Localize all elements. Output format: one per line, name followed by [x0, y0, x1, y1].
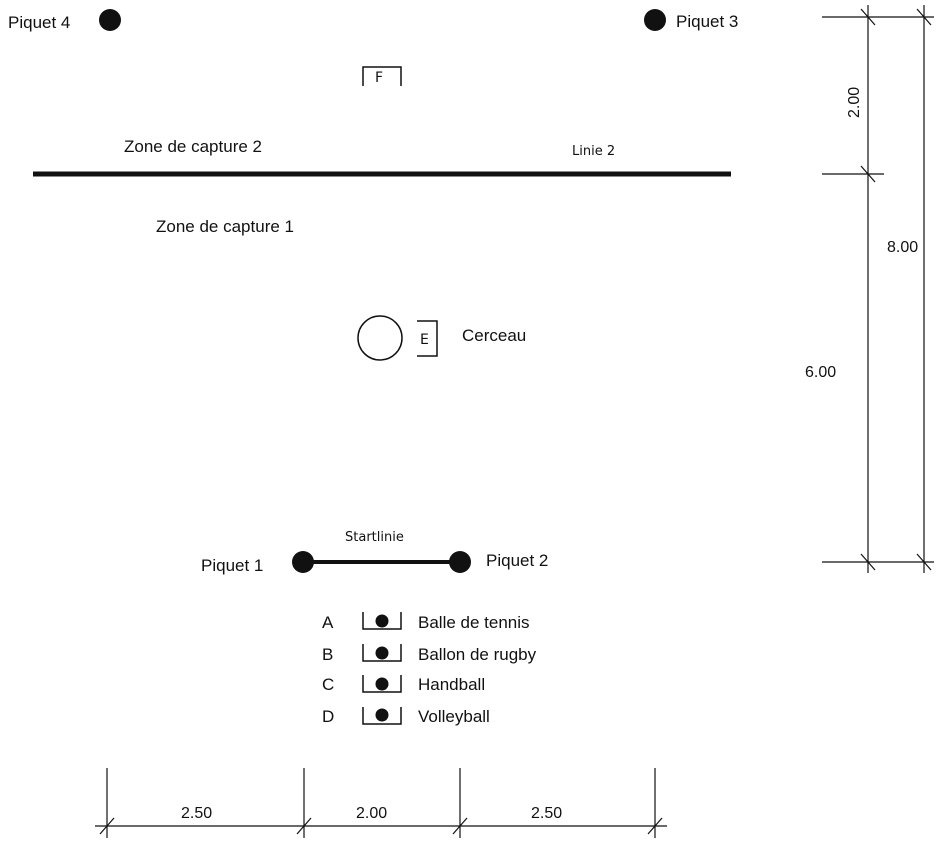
equipment-label: Handball	[418, 675, 485, 694]
vertical-dimensions	[822, 5, 934, 573]
equipment-label: Ballon de rugby	[418, 645, 537, 664]
equipment-list: A Balle de tennis B Ballon de rugby C Ha…	[322, 612, 537, 726]
equipment-item-a: A Balle de tennis	[322, 612, 530, 632]
equipment-item-c: C Handball	[322, 675, 485, 694]
equipment-box	[362, 707, 402, 725]
dim-bottom-mid: 2.00	[356, 805, 387, 822]
equipment-label: Volleyball	[418, 707, 490, 726]
dim-bottom-right: 2.50	[531, 805, 562, 822]
equipment-box	[362, 644, 402, 662]
box-e-label: E	[420, 332, 429, 348]
equipment-letter: C	[322, 675, 334, 694]
piquet-3-label: Piquet 3	[676, 12, 738, 31]
equipment-item-d: D Volleyball	[322, 707, 490, 726]
box-f-label: F	[375, 70, 383, 86]
zone-2-label: Zone de capture 2	[124, 137, 262, 156]
piquet-2-marker	[449, 551, 471, 573]
piquet-1-label: Piquet 1	[201, 556, 263, 575]
hoop-circle	[357, 315, 403, 361]
line-2-label: Linie 2	[572, 144, 615, 159]
piquet-4-marker	[99, 9, 121, 31]
zone-1-label: Zone de capture 1	[156, 217, 294, 236]
ball-icon	[375, 646, 389, 660]
dim-total-height: 8.00	[887, 239, 918, 256]
box-e	[417, 320, 438, 357]
equipment-letter: B	[322, 645, 333, 664]
equipment-box	[362, 612, 402, 630]
dim-bottom-left: 2.50	[181, 805, 212, 822]
equipment-box	[362, 675, 402, 693]
hoop-label: Cerceau	[462, 326, 526, 345]
ball-icon	[375, 614, 389, 628]
equipment-letter: D	[322, 707, 334, 726]
dim-lower-segment: 6.00	[805, 364, 836, 381]
piquet-3-marker	[644, 9, 666, 31]
piquet-4-label: Piquet 4	[8, 13, 70, 32]
startline-label: Startlinie	[345, 530, 404, 545]
equipment-item-b: B Ballon de rugby	[322, 644, 537, 664]
ball-icon	[375, 677, 389, 691]
piquet-1-marker	[292, 551, 314, 573]
dim-top-segment: 2.00	[846, 87, 863, 118]
equipment-letter: A	[322, 613, 334, 632]
equipment-label: Balle de tennis	[418, 613, 530, 632]
horizontal-dimensions	[95, 768, 667, 838]
piquet-2-label: Piquet 2	[486, 551, 548, 570]
ball-icon	[375, 708, 389, 722]
box-f	[362, 66, 402, 86]
